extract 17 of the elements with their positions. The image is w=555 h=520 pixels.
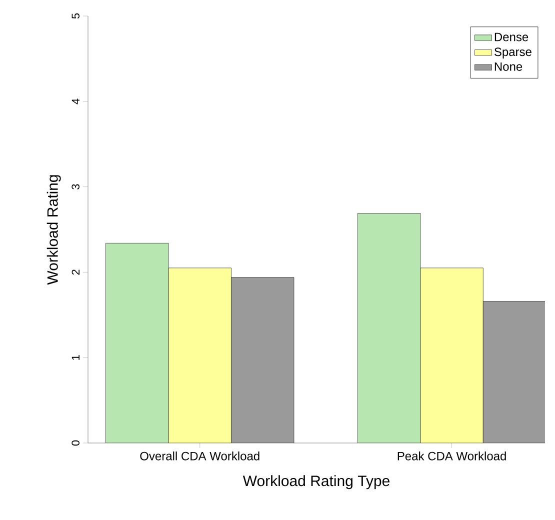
bar — [106, 242, 169, 443]
x-tick-label: Peak CDA Workload — [398, 452, 506, 460]
y-tick-label: 3 — [72, 184, 80, 190]
y-tick-label: 5 — [72, 13, 80, 19]
legend-label: Sparse — [494, 48, 532, 58]
legend-label: Dense — [494, 32, 528, 42]
x-tick-label: Overall CDA Workload — [140, 452, 260, 460]
y-tick-label: 0 — [72, 440, 80, 446]
bar — [420, 268, 484, 443]
bar — [168, 268, 232, 443]
y-tick-label: 2 — [72, 270, 80, 275]
legend-label: None — [494, 62, 522, 71]
x-axis-title: Workload Rating Type — [242, 475, 390, 490]
y-tick-label: 4 — [72, 98, 80, 104]
y-tick-label: 1 — [72, 355, 80, 360]
bar — [357, 213, 421, 443]
y-axis-title: Workload Rating — [46, 175, 61, 285]
